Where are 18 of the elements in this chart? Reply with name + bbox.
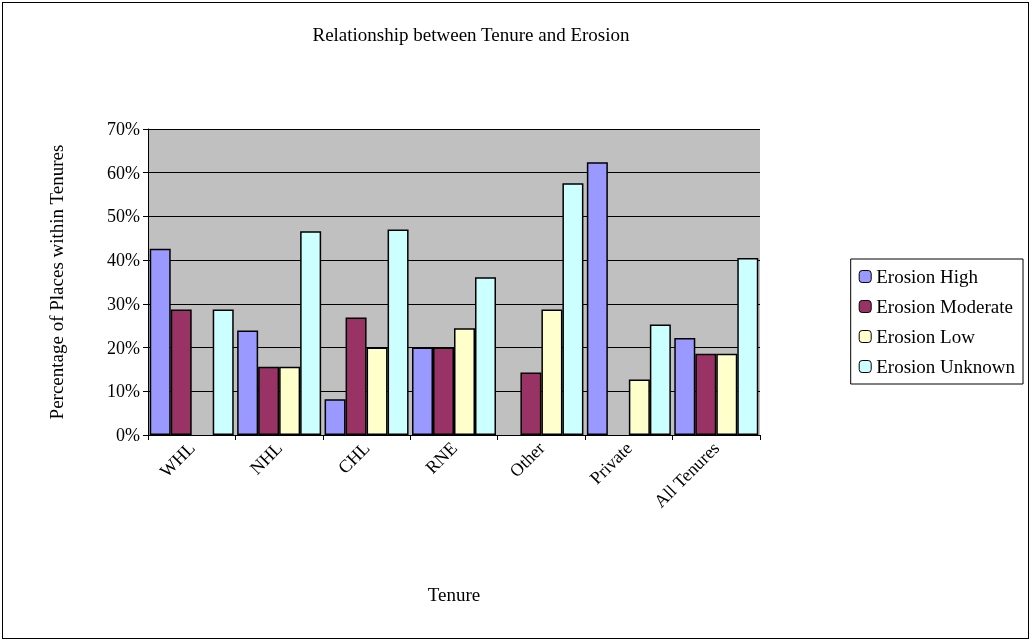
x-tick-label: WHL: [155, 437, 199, 482]
legend-label: Erosion Moderate: [876, 296, 1013, 317]
y-tick-label: 70%: [107, 119, 140, 139]
legend-label: Erosion Unknown: [876, 356, 1016, 377]
x-tick-label: NHL: [245, 437, 287, 479]
y-tick-label: 20%: [107, 337, 140, 358]
y-tick-label: 60%: [107, 162, 140, 183]
legend-label: Erosion Low: [876, 326, 976, 347]
y-axis-title: Percentage of Places within Tenures: [46, 144, 67, 420]
y-tick-label: 40%: [107, 250, 140, 271]
chart-title: Relationship between Tenure and Erosion: [312, 24, 630, 45]
y-tick-label: 10%: [107, 381, 140, 402]
y-tick-label: 30%: [107, 293, 140, 314]
x-tick-label: CHL: [334, 437, 374, 478]
y-tick-label: 0%: [116, 425, 140, 445]
x-axis-title: Tenure: [427, 584, 481, 605]
y-tick-label: 50%: [107, 206, 140, 227]
legend-label: Erosion High: [876, 266, 979, 287]
